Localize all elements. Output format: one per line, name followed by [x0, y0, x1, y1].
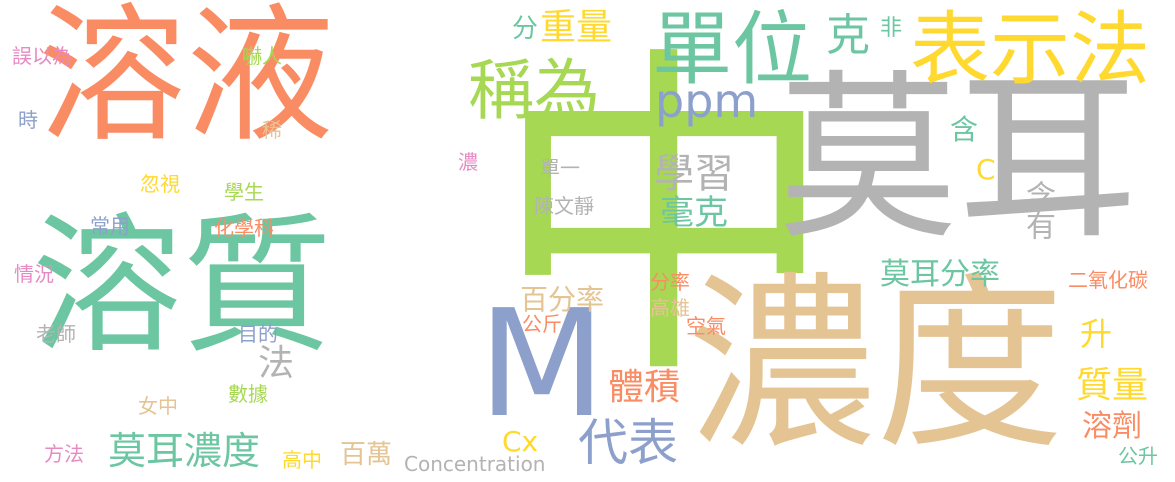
- word-zhong: 中: [492, 20, 837, 421]
- word-solvent: 溶劑: [1082, 409, 1142, 444]
- word-chemistry-dept: 化學科: [214, 216, 274, 240]
- word-time: 時: [18, 108, 38, 132]
- word-mole-fraction: 莫耳分率: [880, 257, 1000, 292]
- word-fa: 法: [258, 343, 295, 384]
- word-co2: 二氧化碳: [1068, 268, 1148, 292]
- word-percentage: 百分率: [520, 283, 605, 316]
- word-concentrated: 濃: [458, 150, 478, 174]
- word-notation: 表示法: [910, 3, 1150, 96]
- word-girls-school: 女中: [138, 394, 178, 418]
- word-unit: 單位: [652, 3, 812, 96]
- word-single: 單一: [540, 156, 580, 180]
- word-ignore: 忽視: [140, 172, 180, 196]
- word-milligram: 毫克: [660, 193, 728, 233]
- word-kaohsiung: 高雄: [650, 296, 690, 320]
- word-weight: 重量: [540, 7, 613, 48]
- word-mistake: 誤以為: [12, 44, 72, 68]
- word-called: 稱為: [468, 52, 600, 129]
- word-scary: 嚇人: [242, 44, 282, 68]
- word-ppm: ppm: [655, 74, 759, 128]
- word-air: 空氣: [686, 314, 726, 338]
- word-concentration: 濃度: [688, 256, 1064, 475]
- word-concentration-en: Concentration: [404, 452, 546, 476]
- word-purpose: 目的: [238, 322, 278, 346]
- word-student: 學生: [224, 180, 264, 204]
- word-molarity: 莫耳濃度: [108, 429, 261, 473]
- word-sheng: 升: [1080, 315, 1113, 353]
- word-gram: 克: [826, 10, 870, 61]
- word-volume: 體積: [608, 367, 681, 408]
- word-situation: 情況: [14, 262, 54, 286]
- word-data: 數據: [228, 382, 268, 406]
- word-teacher: 老師: [36, 322, 76, 346]
- word-cx: Cx: [502, 425, 539, 458]
- word-mass: 質量: [1076, 365, 1149, 406]
- word-m: M: [478, 278, 606, 450]
- word-mole: 莫耳: [778, 55, 1139, 264]
- word-solution: 溶液: [38, 0, 334, 162]
- word-high-school: 高中: [282, 448, 322, 472]
- word-dilute: 稀: [262, 118, 282, 142]
- word-common-use: 常用: [90, 214, 130, 238]
- word-method: 方法: [44, 442, 84, 466]
- word-fraction: 分率: [650, 270, 690, 294]
- word-liter: 公升: [1118, 444, 1158, 468]
- word-non: 非: [880, 16, 903, 41]
- word-contain: 含: [950, 113, 979, 146]
- word-kilogram: 公斤: [522, 312, 562, 336]
- word-c: C: [976, 153, 996, 186]
- word-containing: 含有: [1020, 180, 1055, 240]
- word-solute: 溶質: [32, 200, 333, 374]
- word-represent: 代表: [578, 414, 678, 472]
- word-fen: 分: [512, 14, 539, 44]
- word-person-name: 陳文靜: [534, 194, 594, 218]
- word-learning: 學習: [654, 151, 734, 197]
- word-million: 百萬: [340, 440, 393, 470]
